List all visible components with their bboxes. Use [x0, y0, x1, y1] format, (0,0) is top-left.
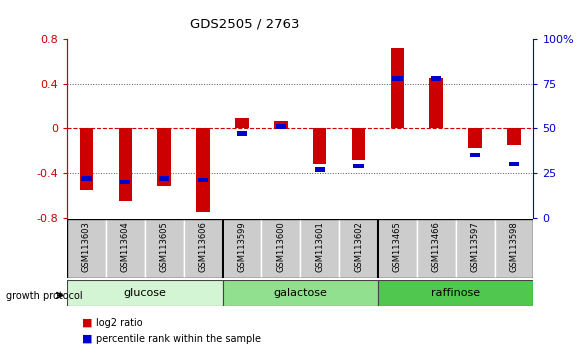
Bar [468, 129, 482, 148]
Bar [82, 176, 92, 181]
Bar [184, 219, 223, 278]
Text: percentile rank within the sample: percentile rank within the sample [96, 334, 261, 344]
Bar [196, 129, 210, 212]
Bar [237, 131, 247, 136]
Bar [157, 129, 171, 187]
Bar [106, 219, 145, 278]
Text: GSM113599: GSM113599 [237, 221, 247, 272]
Bar [507, 129, 521, 145]
Bar [353, 164, 364, 168]
Text: GSM113601: GSM113601 [315, 221, 324, 272]
Bar [67, 219, 106, 278]
Text: GDS2505 / 2763: GDS2505 / 2763 [190, 17, 300, 30]
Bar [315, 167, 325, 172]
Text: galactose: galactose [273, 288, 327, 298]
Bar [470, 153, 480, 158]
Text: glucose: glucose [124, 288, 166, 298]
Bar [159, 176, 169, 181]
Bar [313, 129, 326, 164]
Bar [276, 124, 286, 129]
Bar [431, 76, 441, 80]
Bar [300, 219, 339, 278]
Bar [67, 280, 223, 306]
Text: GSM113600: GSM113600 [276, 221, 285, 272]
Bar [80, 129, 93, 190]
Text: GSM113465: GSM113465 [393, 221, 402, 272]
Text: GSM113604: GSM113604 [121, 221, 130, 272]
Bar [378, 219, 417, 278]
Text: growth protocol: growth protocol [6, 291, 82, 301]
Text: ■: ■ [82, 318, 92, 328]
Bar [494, 219, 533, 278]
Text: GSM113602: GSM113602 [354, 221, 363, 272]
Text: GSM113598: GSM113598 [510, 221, 518, 272]
Text: ■: ■ [82, 334, 92, 344]
Text: log2 ratio: log2 ratio [96, 318, 143, 328]
Bar [223, 219, 261, 278]
Bar [392, 76, 402, 80]
Bar [198, 178, 208, 182]
Text: GSM113605: GSM113605 [160, 221, 168, 272]
Text: GSM113466: GSM113466 [432, 221, 441, 272]
Bar [261, 219, 300, 278]
Bar [378, 280, 533, 306]
Bar [145, 219, 184, 278]
Bar [509, 162, 519, 166]
Bar [274, 120, 287, 129]
Text: GSM113606: GSM113606 [199, 221, 208, 272]
Bar [223, 280, 378, 306]
Text: GSM113603: GSM113603 [82, 221, 91, 272]
Bar [235, 118, 249, 129]
Bar [417, 219, 456, 278]
Bar [430, 78, 443, 129]
Bar [118, 129, 132, 201]
Bar [391, 48, 404, 129]
Bar [339, 219, 378, 278]
Bar [120, 180, 131, 184]
Text: GSM113597: GSM113597 [470, 221, 480, 272]
Text: raffinose: raffinose [431, 288, 480, 298]
Bar [456, 219, 494, 278]
Bar [352, 129, 366, 160]
